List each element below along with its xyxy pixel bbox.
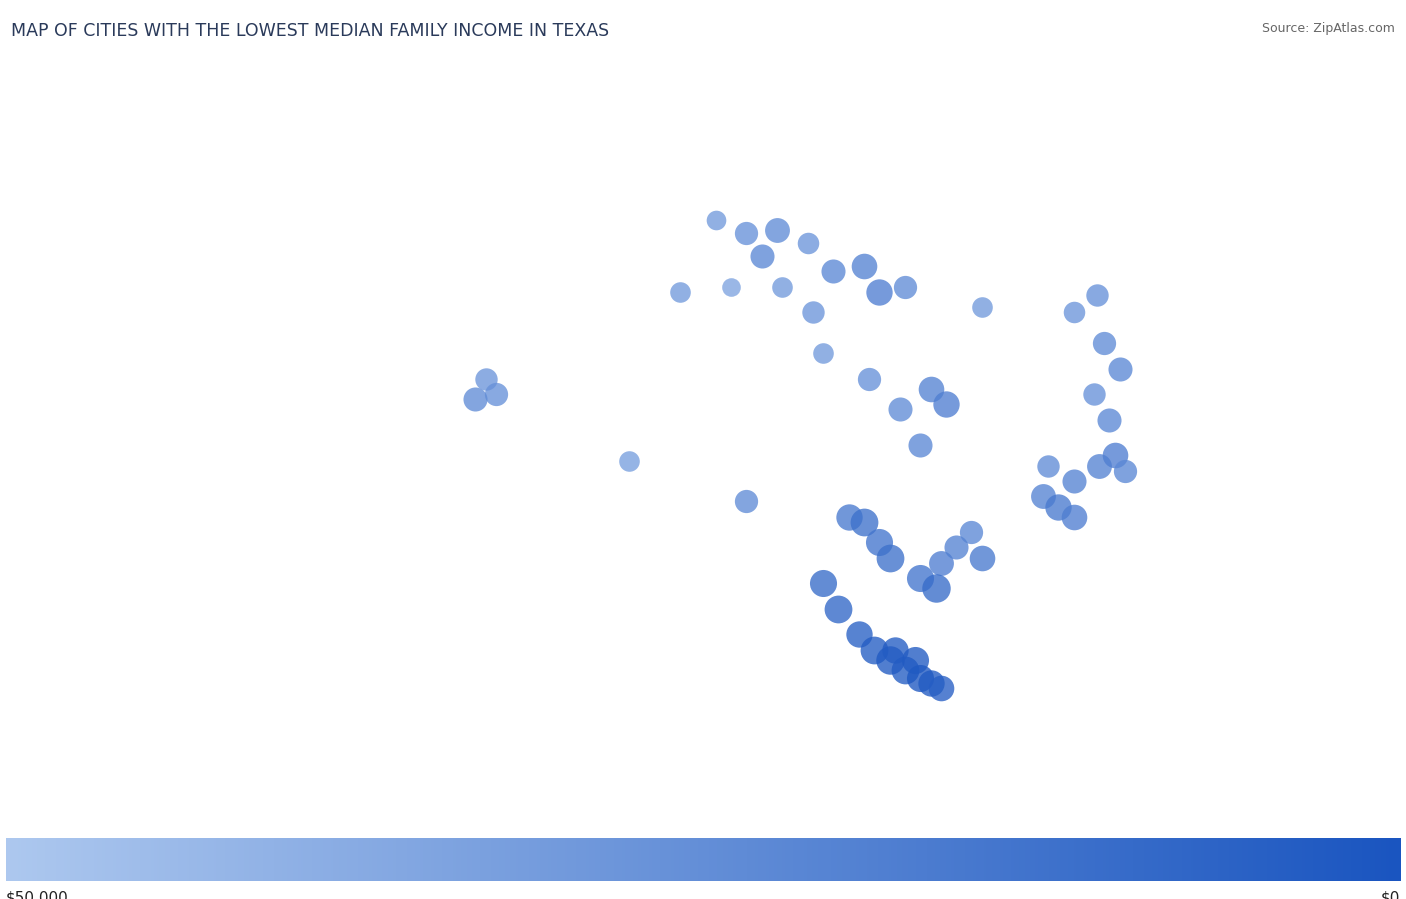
Point — [970, 300, 993, 315]
Point — [929, 556, 952, 570]
Point — [811, 346, 834, 360]
Point — [823, 264, 845, 279]
Point — [853, 515, 876, 530]
Point — [735, 226, 758, 240]
Point — [474, 371, 496, 386]
Point — [868, 535, 890, 549]
Point — [617, 453, 640, 467]
Point — [751, 249, 773, 263]
Point — [883, 643, 905, 657]
Point — [1104, 449, 1126, 463]
Text: $50,000: $50,000 — [6, 890, 69, 899]
Point — [945, 540, 967, 555]
Point — [770, 280, 793, 294]
Point — [879, 550, 901, 565]
Point — [868, 285, 890, 299]
Point — [1047, 499, 1070, 513]
Point — [863, 643, 886, 657]
Point — [704, 213, 727, 227]
Text: $0: $0 — [1381, 890, 1400, 899]
Point — [485, 387, 508, 401]
Point — [879, 653, 901, 667]
Point — [464, 392, 486, 406]
Point — [1063, 474, 1085, 488]
Point — [1114, 464, 1136, 478]
Point — [827, 601, 849, 616]
Point — [766, 223, 789, 237]
Point — [858, 371, 880, 386]
Point — [720, 280, 742, 294]
Point — [924, 581, 946, 595]
Point — [929, 681, 952, 695]
Point — [1088, 458, 1111, 473]
Point — [889, 402, 911, 416]
Point — [935, 397, 957, 412]
Point — [960, 525, 983, 539]
Point — [910, 671, 932, 685]
Point — [838, 510, 860, 524]
Point — [1085, 289, 1108, 303]
Point — [904, 653, 927, 667]
Point — [970, 550, 993, 565]
Point — [920, 676, 942, 690]
Point — [910, 571, 932, 585]
Point — [1063, 305, 1085, 319]
Point — [811, 576, 834, 591]
Point — [797, 236, 820, 251]
Point — [801, 305, 824, 319]
Point — [1092, 336, 1115, 351]
Point — [920, 382, 942, 396]
Point — [735, 494, 758, 509]
Point — [894, 663, 917, 677]
Point — [1063, 510, 1085, 524]
Text: Source: ZipAtlas.com: Source: ZipAtlas.com — [1261, 22, 1395, 35]
Point — [910, 438, 932, 452]
Point — [848, 628, 870, 642]
Point — [1032, 489, 1054, 503]
Point — [1108, 361, 1130, 376]
Point — [1098, 413, 1121, 427]
Point — [1036, 458, 1059, 473]
Point — [1083, 387, 1105, 401]
Text: MAP OF CITIES WITH THE LOWEST MEDIAN FAMILY INCOME IN TEXAS: MAP OF CITIES WITH THE LOWEST MEDIAN FAM… — [11, 22, 609, 40]
Point — [894, 280, 917, 294]
Point — [853, 259, 876, 273]
Point — [669, 285, 692, 299]
